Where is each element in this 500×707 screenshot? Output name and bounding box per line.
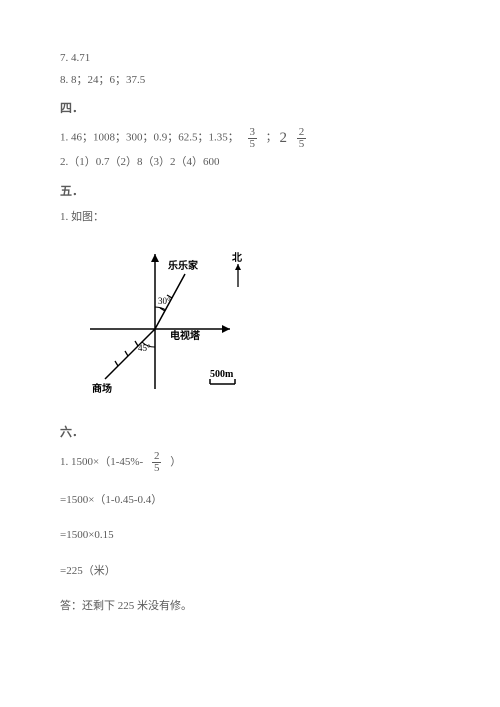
s4-l1-prefix: 1. 46；1008；300；0.9；62.5；1.35；: [60, 132, 239, 144]
section-6-line-4: =225（米）: [60, 563, 440, 581]
svg-text:商场: 商场: [92, 382, 112, 395]
svg-text:电视塔: 电视塔: [170, 329, 201, 342]
svg-text:30°: 30°: [158, 296, 171, 306]
svg-text:北: 北: [232, 251, 242, 264]
svg-text:45°: 45°: [138, 343, 151, 353]
section-6-line-1: 1. 1500×（1-45%- 2 5 ）: [60, 451, 440, 474]
svg-text:500m: 500m: [210, 369, 234, 380]
line-7: 7. 4.71: [60, 50, 440, 68]
frac-den: 5: [152, 463, 162, 474]
svg-text:乐乐家: 乐乐家: [168, 259, 199, 272]
mixed-whole: 2: [280, 126, 288, 150]
line-8: 8. 8；24；6；37.5: [60, 72, 440, 90]
section-6-answer: 答：还剩下 225 米没有修。: [60, 598, 440, 616]
section-6-line-3: =1500×0.15: [60, 527, 440, 545]
fraction-3-5: 3 5: [248, 127, 258, 150]
section-6-heading: 六．: [60, 423, 440, 442]
section-4-line-1: 1. 46；1008；300；0.9；62.5；1.35； 3 5 ； 2 2 …: [60, 126, 440, 150]
section-4-line-2: 2.（1）0.7（2）8（3）2（4）600: [60, 154, 440, 172]
mixed-frac: 2 5: [297, 127, 307, 150]
s6-l1-prefix: 1. 1500×（1-45%-: [60, 456, 143, 468]
section-5-heading: 五．: [60, 182, 440, 201]
section-6-line-2: =1500×（1-0.45-0.4）: [60, 492, 440, 510]
mixed-den: 5: [297, 139, 307, 150]
direction-diagram: 30° 45° 乐乐家 北 电视塔 商场 500m: [80, 239, 440, 406]
semicolon: ；: [266, 132, 277, 144]
section-5-line-1: 1. 如图：: [60, 209, 440, 227]
fraction-2-5: 2 5: [152, 451, 162, 474]
mixed-fraction: 2 2 5: [280, 126, 313, 150]
frac-num: 2: [152, 451, 162, 463]
section-4-heading: 四．: [60, 99, 440, 118]
s6-l1-suffix: ）: [170, 456, 181, 468]
frac-den: 5: [248, 139, 258, 150]
